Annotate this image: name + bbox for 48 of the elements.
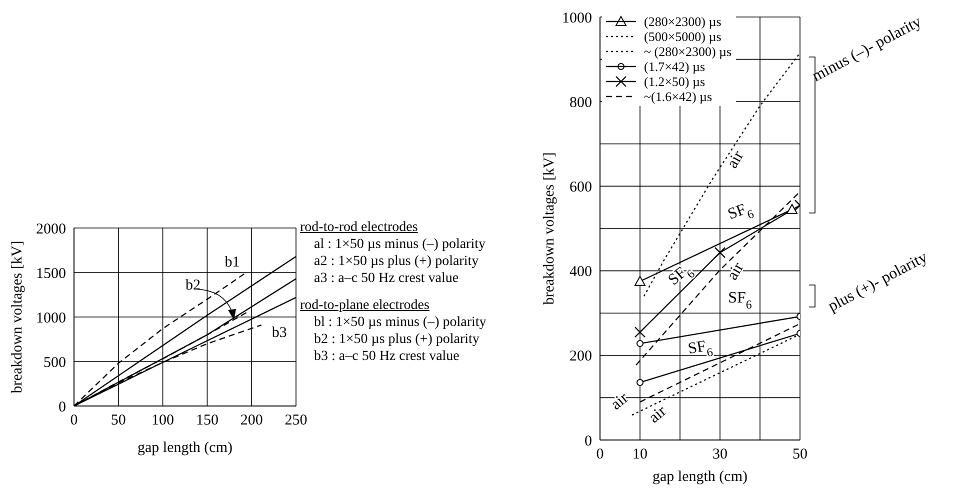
legend-label: (1.7×42) µs [644, 59, 706, 74]
text: b2 : 1×50 µs plus (+) polarity [313, 331, 480, 348]
legend-label: (1.2×50) µs [644, 74, 706, 89]
text: b2 [186, 278, 201, 294]
text: bl : 1×50 µs minus (–) polarity [313, 314, 486, 331]
annotation: air [724, 147, 748, 172]
y-tick-label: 600 [570, 180, 592, 196]
text: a3 : a–c 50 Hz crest value [313, 270, 460, 287]
y-tick-label: 1500 [36, 266, 66, 282]
y-tick-label: 800 [570, 94, 592, 111]
y-tick-label: 500 [44, 354, 66, 371]
annotation: air [646, 402, 670, 426]
legend-label: (280×2300) µs [644, 14, 722, 29]
text: rod-to-plane electrodes [300, 297, 430, 314]
text: a2 : 1×50 µs plus (+) polarity [313, 253, 480, 270]
annotation: air [724, 259, 748, 283]
annotation: air [608, 388, 632, 414]
legend-label: (500×5000) µs [644, 29, 722, 44]
x-axis-title: gap length (cm) [138, 440, 232, 456]
x-tick-label: 0 [70, 412, 78, 429]
y-tick-label: 400 [570, 264, 592, 280]
x-tick-label: 150 [196, 412, 218, 429]
y-tick-label: 200 [570, 348, 592, 365]
y-tick-label: 0 [58, 399, 66, 416]
x-tick-label: 200 [240, 412, 263, 429]
text: al : 1×50 µs minus (–) polarity [313, 236, 486, 253]
x-tick-label: 0 [596, 446, 604, 463]
series-label: b3 [272, 325, 287, 342]
x-tick-label: 50 [792, 446, 808, 463]
series-label: b1 [224, 254, 240, 270]
y-tick-label: 0 [584, 433, 592, 450]
x-axis-title: gap length (cm) [652, 469, 748, 485]
annotation: SF$_{6}$ [728, 289, 752, 312]
text: rod-to-rod electrodes [300, 219, 419, 236]
legend-label: ~(1.6×42) µs [644, 89, 712, 104]
y-tick-label: 2000 [36, 221, 66, 238]
x-tick-label: 10 [632, 446, 648, 463]
x-tick-label: 100 [152, 412, 174, 429]
legend-label: ~ (280×2300) µs [644, 44, 732, 59]
y-axis-title: breakdown voltages [kV] [541, 152, 558, 305]
x-tick-label: 30 [712, 446, 728, 463]
y-tick-label: 1000 [36, 310, 66, 326]
text: b3 : a–c 50 Hz crest value [313, 348, 460, 365]
x-tick-label: 250 [284, 412, 308, 429]
y-axis-title: breakdown voltages [kV] [9, 240, 26, 394]
y-tick-label: 1000 [562, 10, 592, 26]
x-tick-label: 50 [110, 412, 126, 429]
annotation: SF$_{6}$ [686, 338, 714, 360]
